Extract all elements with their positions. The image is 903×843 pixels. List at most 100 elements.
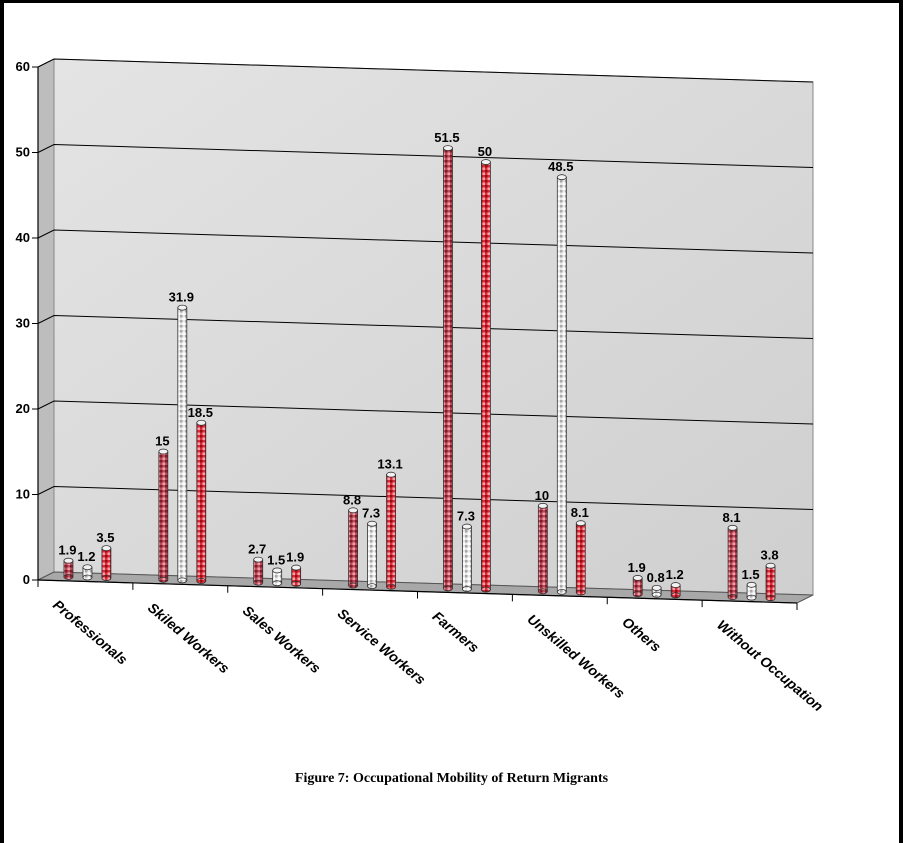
bar-base <box>575 589 586 596</box>
bar-base <box>272 580 283 587</box>
bar-body <box>765 565 776 599</box>
bar-base <box>82 574 93 581</box>
data-label: 10 <box>535 488 549 503</box>
bar-top <box>291 564 302 571</box>
y-tick-label: 10 <box>16 487 30 502</box>
bar-top <box>63 557 74 564</box>
data-label: 15 <box>155 434 169 449</box>
bar-top <box>746 581 757 588</box>
bar-base <box>651 591 662 598</box>
bar-top <box>556 174 567 181</box>
bar <box>443 145 453 592</box>
y-tick-label: 50 <box>16 145 30 160</box>
x-tick-label: Service Workers <box>335 605 429 688</box>
bar-body <box>727 527 738 598</box>
bar <box>537 502 548 595</box>
bar-top <box>386 471 396 478</box>
bar-top <box>632 575 643 581</box>
bar <box>575 520 586 596</box>
y-tick-label: 30 <box>16 316 30 331</box>
bar-body <box>253 559 264 584</box>
bar-base <box>101 575 112 581</box>
bar-base <box>63 574 74 580</box>
bar-body <box>537 505 548 592</box>
bar-base <box>670 592 681 599</box>
bar <box>481 159 491 593</box>
bar-top <box>462 523 472 530</box>
bar-base <box>746 594 757 601</box>
gridline <box>37 58 814 83</box>
bar-top <box>272 567 283 574</box>
data-label: 1.9 <box>58 543 76 558</box>
bar <box>765 562 776 602</box>
bar-base <box>196 578 207 584</box>
bar-base <box>291 580 302 587</box>
data-label: 48.5 <box>548 159 573 174</box>
bar <box>272 567 283 587</box>
data-label: 1.5 <box>742 567 760 582</box>
bar-base <box>443 585 453 592</box>
data-label: 7.3 <box>457 509 475 524</box>
bar-top <box>481 159 491 165</box>
bar-base <box>177 577 188 584</box>
bar-body <box>196 422 207 582</box>
bar <box>158 448 169 583</box>
y-tick-label: 20 <box>16 401 30 416</box>
data-label: 13.1 <box>377 457 402 472</box>
bar-base <box>632 591 643 598</box>
bar-top <box>253 556 264 563</box>
bar-base <box>481 586 491 593</box>
bar-base <box>537 588 548 595</box>
bar-base <box>386 583 396 590</box>
bar <box>63 557 74 580</box>
bar-body <box>575 522 586 593</box>
data-label: 1.5 <box>267 552 285 567</box>
bar <box>348 507 358 589</box>
bar-body <box>462 526 472 590</box>
data-label: 3.8 <box>760 548 778 563</box>
x-tick-label: Without Occupation <box>714 617 826 715</box>
bar-top <box>443 145 453 151</box>
bar-top <box>670 582 681 588</box>
bar-body <box>367 523 377 587</box>
x-tick-label: Others <box>619 614 664 655</box>
bar-top <box>158 448 169 455</box>
data-label: 2.7 <box>248 542 266 557</box>
bar <box>556 174 567 595</box>
bar-top <box>651 585 662 591</box>
x-tick-label: Farmers <box>430 608 483 656</box>
bar-body <box>348 509 358 586</box>
bar-base <box>253 579 264 586</box>
bar-top <box>727 524 738 531</box>
figure-caption: Figure 7: Occupational Mobility of Retur… <box>294 771 609 786</box>
bar-base <box>158 576 169 583</box>
data-label: 7.3 <box>362 506 380 521</box>
bar <box>196 419 207 584</box>
bar <box>291 564 302 587</box>
y-tick-label: 0 <box>23 572 30 587</box>
bar <box>746 581 757 601</box>
bar-top <box>196 419 207 426</box>
data-label: 1.2 <box>77 549 95 564</box>
gridline <box>37 143 814 168</box>
bar-base <box>348 582 358 589</box>
chart-plot-area <box>37 58 814 604</box>
bar <box>177 304 188 584</box>
bar-top <box>82 564 93 571</box>
bar <box>82 564 93 581</box>
y-tick-label: 60 <box>16 59 30 74</box>
bar-body <box>556 176 567 593</box>
bar-top <box>575 520 586 527</box>
bar <box>727 524 738 600</box>
y-tick-label: 40 <box>16 230 30 245</box>
bar-body <box>158 451 169 581</box>
bar-top <box>348 507 358 514</box>
data-label: 50 <box>478 144 492 159</box>
data-label: 51.5 <box>434 130 459 145</box>
bar-top <box>367 520 377 527</box>
bar-base <box>765 595 776 602</box>
bar-base <box>462 586 472 592</box>
bar <box>651 585 662 598</box>
data-label: 8.8 <box>343 492 361 507</box>
